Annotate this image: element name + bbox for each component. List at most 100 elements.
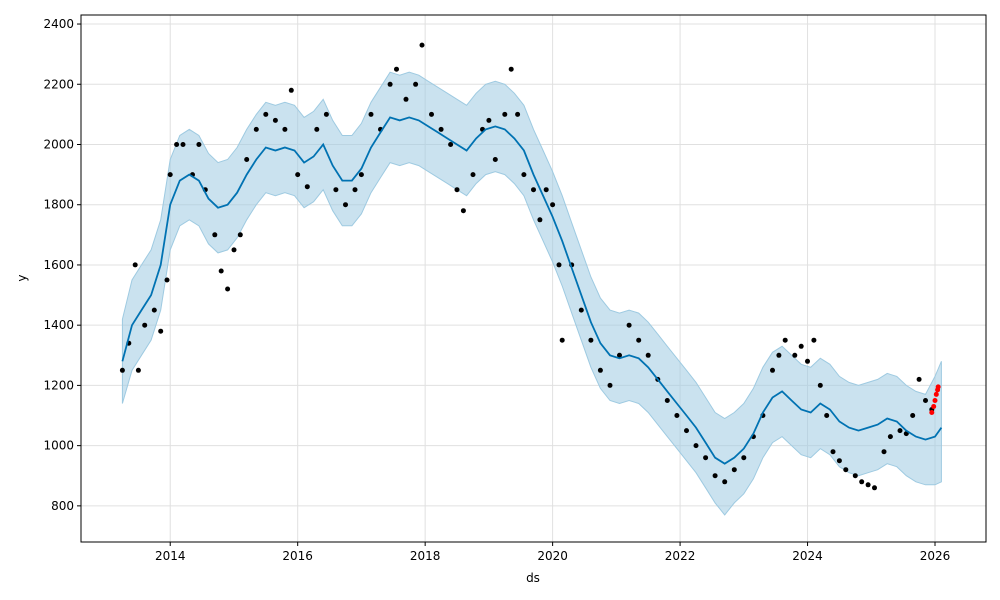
observed-point (448, 142, 454, 147)
observed-point (872, 485, 877, 491)
observed-point (559, 337, 565, 343)
observed-point (419, 42, 425, 48)
observed-point (403, 96, 409, 102)
recent-points-layer (929, 384, 941, 415)
observed-point (515, 111, 521, 117)
observed-point (288, 87, 294, 93)
observed-point (295, 172, 301, 178)
observed-point (438, 126, 444, 132)
observed-point (578, 307, 584, 313)
y-tick-label: 1000 (43, 439, 74, 453)
observed-point (119, 367, 125, 373)
observed-point (368, 111, 374, 117)
observed-point (413, 81, 419, 87)
observed-point (910, 413, 916, 418)
uncertainty-band-layer (121, 71, 942, 516)
observed-point (244, 157, 250, 162)
observed-point (830, 449, 836, 455)
y-tick-label: 1600 (43, 258, 74, 272)
observed-point (645, 352, 651, 358)
observed-point (664, 398, 670, 403)
observed-point (132, 262, 138, 268)
observed-point (502, 111, 508, 117)
observed-point (693, 443, 699, 449)
observed-point (508, 66, 514, 72)
observed-point (731, 467, 737, 473)
observed-point (770, 367, 775, 373)
observed-point (158, 328, 164, 334)
observed-point (394, 66, 399, 72)
observed-point (674, 413, 680, 418)
observed-point (887, 434, 893, 440)
observed-point (782, 337, 788, 343)
y-tick-label: 1400 (43, 318, 74, 332)
observed-point (543, 187, 549, 193)
observed-point (323, 111, 329, 117)
observed-point (588, 337, 594, 343)
x-tick-label: 2020 (537, 549, 568, 563)
recent-point (929, 410, 935, 415)
observed-point (897, 428, 903, 434)
recent-point (932, 398, 938, 403)
observed-point (225, 286, 231, 292)
y-tick-label: 2000 (43, 137, 74, 151)
observed-point (358, 172, 364, 178)
x-axis-ticks: 2014 2016 2018 2020 2022 2024 2026 (155, 542, 950, 563)
observed-point (174, 142, 180, 147)
y-axis-label: y (15, 274, 29, 281)
y-axis-ticks: 800 1000 1200 1400 1600 1800 2000 2200 2400 (43, 17, 81, 513)
observed-point (636, 337, 642, 343)
observed-point (486, 117, 492, 123)
observed-point (836, 458, 842, 464)
x-tick-label: 2018 (410, 549, 441, 563)
observed-point (237, 232, 243, 238)
observed-point (164, 277, 170, 283)
y-tick-label: 2400 (43, 17, 74, 31)
observed-point (811, 337, 817, 343)
observed-point (703, 455, 709, 461)
observed-point (550, 202, 556, 208)
x-axis-label: ds (526, 571, 540, 585)
y-tick-label: 800 (51, 499, 74, 513)
observed-point (916, 376, 922, 382)
observed-point (617, 352, 622, 358)
observed-point (792, 352, 798, 358)
y-tick-label: 1800 (43, 198, 74, 212)
observed-point (218, 268, 224, 274)
observed-point (180, 142, 186, 147)
observed-point (142, 322, 148, 328)
observed-point (776, 352, 782, 358)
observed-point (387, 81, 393, 87)
observed-point (607, 382, 613, 388)
observed-point (923, 398, 928, 403)
x-tick-label: 2022 (665, 549, 696, 563)
observed-point (454, 187, 460, 193)
observed-point (304, 184, 310, 190)
observed-point (212, 232, 218, 238)
observed-points-layer (119, 42, 935, 491)
observed-point (521, 172, 527, 178)
observed-point (492, 157, 498, 162)
forecast-line-layer (121, 116, 943, 465)
observed-point (865, 482, 871, 488)
observed-point (151, 307, 157, 313)
observed-point (333, 187, 339, 193)
observed-point (805, 358, 810, 364)
x-tick-label: 2026 (920, 549, 951, 563)
recent-point (933, 391, 939, 397)
plot-frame (80, 14, 987, 543)
observed-point (352, 187, 358, 193)
observed-point (460, 208, 466, 214)
x-tick-label: 2016 (282, 549, 313, 563)
observed-point (741, 455, 747, 461)
observed-point (231, 247, 237, 253)
observed-point (843, 467, 849, 473)
observed-point (824, 413, 830, 418)
forecast-line (121, 116, 943, 465)
observed-point (817, 382, 823, 388)
uncertainty-band (121, 71, 942, 516)
y-tick-label: 1200 (43, 378, 74, 392)
observed-point (272, 117, 278, 123)
observed-point (712, 473, 718, 479)
